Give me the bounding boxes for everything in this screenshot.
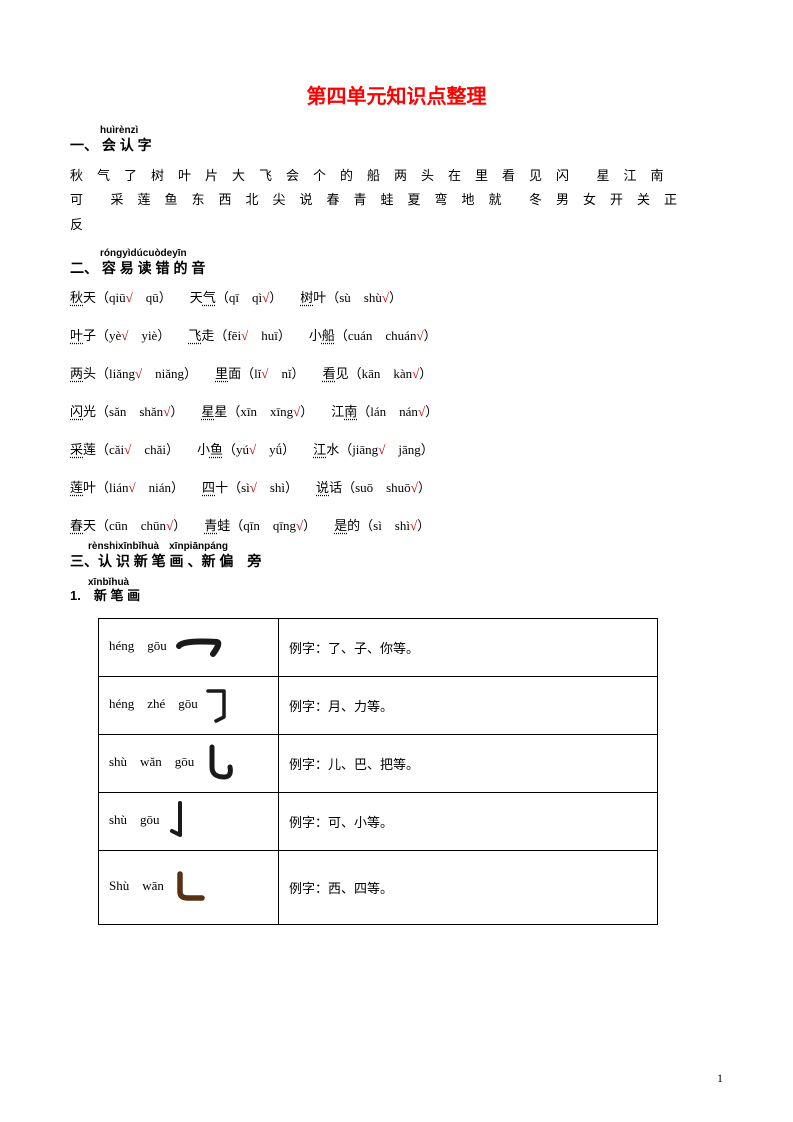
chars-line1: 秋 气 了 树 叶 片 大 飞 会 个 的 船 两 头 在 里 看 见 闪 星 … xyxy=(70,164,723,189)
pron-item: 天气（qī qì√） xyxy=(190,287,282,309)
stroke-name-cell: Shù wān xyxy=(99,850,279,924)
pron-item: 小船（cuán chuán√） xyxy=(309,325,437,347)
pron-row: 春天（cūn chūn√） 青蛙（qīn qīng√） 是的（sì shì√） xyxy=(70,515,723,537)
stroke-pinyin: héng gōu xyxy=(109,638,167,653)
stroke-pinyin: shù wǎn gōu xyxy=(109,754,194,769)
chars-line2: 可 采 莲 鱼 东 西 北 尖 说 春 青 蛙 夏 弯 地 就 冬 男 女 开 … xyxy=(70,188,723,213)
stroke-example-cell: 例字：月、力等。 xyxy=(279,676,658,734)
pron-item: 小鱼（yú√ yǘ） xyxy=(197,439,295,461)
pron-item: 四十（sì√ shì） xyxy=(202,477,298,499)
pronunciation-block: 秋天（qiū√ qū） 天气（qī qì√） 树叶（sù shù√） 叶子（yè√ y… xyxy=(70,287,723,538)
table-row: héng gōu 例字：了、子、你等。 xyxy=(99,618,658,676)
pron-item: 两头（liǎng√ niǎng） xyxy=(70,363,197,385)
table-row: shù wǎn gōu 例字：儿、巴、把等。 xyxy=(99,734,658,792)
section1-heading: huìrènzì 一、 会 认 字 xyxy=(70,137,723,154)
table-row: héng zhé gōu 例字：月、力等。 xyxy=(99,676,658,734)
stroke-pinyin: shù gōu xyxy=(109,812,160,827)
stroke-pinyin: Shù wān xyxy=(109,878,164,893)
table-row: shù gōu 例字：可、小等。 xyxy=(99,792,658,850)
pron-row: 采莲（cǎi√ chǎi） 小鱼（yú√ yǘ） 江水（jiāng√ jāng） xyxy=(70,439,723,461)
page-title: 第四单元知识点整理 xyxy=(70,80,723,109)
pron-item: 青蛙（qīn qīng√） xyxy=(204,515,316,537)
pron-item: 秋天（qiū√ qū） xyxy=(70,287,172,309)
sub1-heading: xīnbǐhuà 1. 新 笔 画 xyxy=(70,588,723,604)
pron-item: 里面（lǐ√ nǐ） xyxy=(215,363,305,385)
section2-heading: róngyìdúcuòdeyīn 二、 容 易 读 错 的 音 xyxy=(70,260,723,277)
stroke-pinyin: héng zhé gōu xyxy=(109,696,198,711)
pron-item: 莲叶（lián√ nián） xyxy=(70,477,184,499)
pron-item: 是的（sì shì√） xyxy=(334,515,430,537)
pron-item: 闪光（sǎn shǎn√） xyxy=(70,401,183,423)
stroke-example-cell: 例字：西、四等。 xyxy=(279,850,658,924)
section3-label: 三、认 识 新 笔 画 、新 偏 旁 xyxy=(70,553,261,569)
pron-item: 采莲（cǎi√ chǎi） xyxy=(70,439,179,461)
section3-pinyin: rènshixīnbǐhuà xīnpiānpáng xyxy=(88,541,228,553)
pron-item: 江水（jiāng√ jāng） xyxy=(313,439,434,461)
stroke-table: héng gōu例字：了、子、你等。héng zhé gōu例字：月、力等。sh… xyxy=(98,618,658,925)
stroke-example-cell: 例字：儿、巴、把等。 xyxy=(279,734,658,792)
page-number: 1 xyxy=(717,1071,723,1086)
chars-line3: 反 xyxy=(70,213,723,238)
table-row: Shù wān 例字：西、四等。 xyxy=(99,850,658,924)
pron-item: 树叶（sù shù√） xyxy=(300,287,402,309)
stroke-example-cell: 例字：可、小等。 xyxy=(279,792,658,850)
sub1-pinyin: xīnbǐhuà xyxy=(88,577,129,589)
pron-item: 星星（xīn xīng√） xyxy=(201,401,313,423)
recognize-chars: 秋 气 了 树 叶 片 大 飞 会 个 的 船 两 头 在 里 看 见 闪 星 … xyxy=(70,164,723,238)
pron-row: 莲叶（lián√ nián） 四十（sì√ shì） 说话（suō shuō√） xyxy=(70,477,723,499)
sub1-label: 1. 新 笔 画 xyxy=(70,588,140,603)
section1-label: 一、 会 认 字 xyxy=(70,137,152,153)
pron-item: 江南（lán nán√） xyxy=(331,401,438,423)
section2-pinyin: róngyìdúcuòdeyīn xyxy=(100,248,187,260)
pron-item: 春天（cūn chūn√） xyxy=(70,515,186,537)
stroke-example-cell: 例字：了、子、你等。 xyxy=(279,618,658,676)
pron-row: 闪光（sǎn shǎn√） 星星（xīn xīng√） 江南（lán nán√） xyxy=(70,401,723,423)
section1-pinyin: huìrènzì xyxy=(100,125,138,137)
pron-item: 说话（suō shuō√） xyxy=(316,477,431,499)
pron-item: 飞走（fēi√ huī） xyxy=(188,325,291,347)
stroke-name-cell: shù wǎn gōu xyxy=(99,734,279,792)
pron-item: 叶子（yè√ yiè） xyxy=(70,325,170,347)
pron-item: 看见（kān kàn√） xyxy=(323,363,433,385)
pron-row: 两头（liǎng√ niǎng） 里面（lǐ√ nǐ） 看见（kān kàn√） xyxy=(70,363,723,385)
stroke-name-cell: héng zhé gōu xyxy=(99,676,279,734)
stroke-name-cell: shù gōu xyxy=(99,792,279,850)
pron-row: 叶子（yè√ yiè） 飞走（fēi√ huī） 小船（cuán chuán√） xyxy=(70,325,723,347)
pron-row: 秋天（qiū√ qū） 天气（qī qì√） 树叶（sù shù√） xyxy=(70,287,723,309)
stroke-name-cell: héng gōu xyxy=(99,618,279,676)
section2-label: 二、 容 易 读 错 的 音 xyxy=(70,260,205,276)
section3-heading: rènshixīnbǐhuà xīnpiānpáng 三、认 识 新 笔 画 、… xyxy=(70,553,723,570)
